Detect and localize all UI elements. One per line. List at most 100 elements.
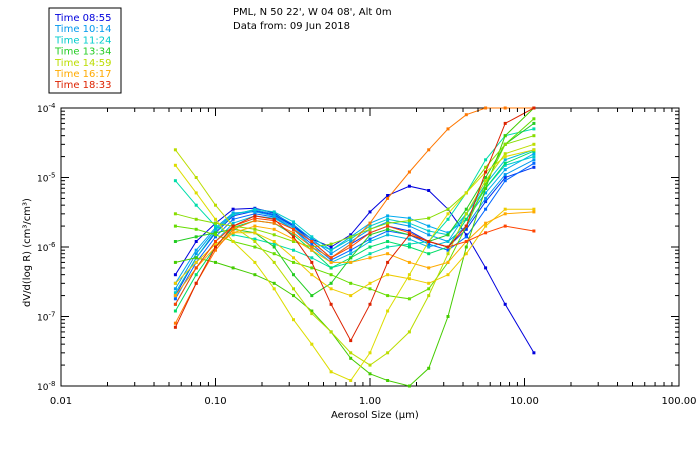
data-point: [484, 176, 488, 179]
data-point: [503, 168, 507, 172]
x-tick-label: 1.00: [359, 396, 381, 407]
data-point: [503, 142, 507, 146]
data-point: [272, 260, 276, 264]
data-point: [386, 233, 390, 237]
data-point: [407, 224, 411, 228]
data-point: [310, 245, 314, 249]
data-point: [214, 224, 217, 228]
data-point: [386, 260, 390, 264]
legend-box: [48, 7, 122, 94]
data-point: [503, 106, 507, 110]
data-point: [503, 207, 507, 211]
data-point: [386, 309, 390, 313]
data-point: [532, 165, 536, 169]
legend-entry: Time 08:55: [54, 13, 111, 24]
series-group: [173, 106, 536, 388]
data-point: [173, 309, 177, 313]
data-point: [386, 221, 390, 225]
data-point: [427, 366, 431, 370]
data-point: [194, 281, 198, 285]
data-point: [427, 216, 431, 220]
legend-entry: Time 14:59: [54, 58, 111, 69]
data-point: [532, 121, 536, 125]
data-point: [214, 227, 217, 231]
data-point: [368, 227, 372, 231]
data-point: [427, 242, 431, 246]
series-20: [173, 106, 536, 343]
data-point: [407, 384, 411, 388]
data-point: [329, 266, 333, 270]
y-tick-label: 10-7: [37, 311, 55, 324]
data-point: [194, 273, 198, 277]
y-axis-label: dV/d(log R) (cm³/cm³): [22, 198, 33, 307]
data-point: [368, 372, 372, 376]
data-point: [272, 287, 276, 291]
data-point: [310, 242, 314, 246]
data-point: [407, 231, 411, 235]
data-point: [253, 237, 257, 241]
data-point: [329, 281, 333, 285]
legend-entry: Time 16:17: [54, 69, 111, 80]
data-point: [427, 148, 431, 152]
data-point: [173, 163, 177, 167]
data-point: [310, 256, 314, 260]
data-point: [503, 163, 507, 167]
data-point: [349, 351, 353, 355]
data-point: [446, 252, 450, 256]
data-point: [173, 273, 177, 277]
data-point: [368, 240, 372, 243]
data-point: [427, 245, 431, 249]
x-tick-label: 0.10: [204, 396, 226, 407]
data-point: [427, 252, 431, 256]
data-point: [464, 227, 468, 231]
data-point: [407, 219, 411, 223]
data-point: [194, 260, 198, 264]
data-point: [407, 233, 411, 237]
legend-entry: Time 13:34: [54, 47, 111, 58]
data-point: [231, 211, 235, 215]
y-tick-label: 10-5: [37, 172, 55, 185]
data-point: [253, 240, 257, 243]
data-point: [446, 231, 450, 235]
data-point: [407, 277, 411, 281]
y-tick-label: 10-4: [37, 102, 56, 115]
data-point: [292, 287, 295, 291]
data-point: [532, 161, 536, 165]
data-point: [407, 297, 411, 301]
data-point: [231, 227, 235, 231]
data-point: [484, 170, 488, 174]
data-point: [484, 221, 488, 225]
data-point: [292, 233, 295, 237]
data-point: [349, 379, 353, 382]
data-point: [407, 216, 411, 220]
data-point: [292, 235, 295, 239]
data-point: [484, 191, 488, 195]
data-point: [349, 237, 353, 241]
data-point: [329, 248, 333, 252]
data-point: [253, 216, 257, 220]
data-point: [310, 248, 314, 252]
data-point: [368, 233, 372, 237]
data-point: [446, 273, 450, 277]
data-point: [386, 294, 390, 298]
data-point: [464, 240, 468, 243]
y-tick-label: 10-6: [37, 241, 56, 254]
data-point: [329, 370, 333, 374]
x-axis-label: Aerosol Size (μm): [331, 410, 419, 421]
data-point: [407, 170, 411, 174]
data-point: [427, 266, 431, 270]
data-point: [446, 207, 450, 211]
data-point: [386, 273, 390, 277]
data-point: [253, 210, 257, 214]
data-point: [386, 224, 390, 228]
data-point: [214, 260, 217, 264]
data-point: [446, 248, 450, 252]
data-point: [368, 231, 372, 235]
data-point: [446, 260, 450, 264]
data-point: [292, 248, 295, 252]
data-point: [446, 212, 450, 216]
data-point: [503, 176, 507, 179]
data-point: [368, 287, 372, 291]
data-point: [386, 379, 390, 382]
